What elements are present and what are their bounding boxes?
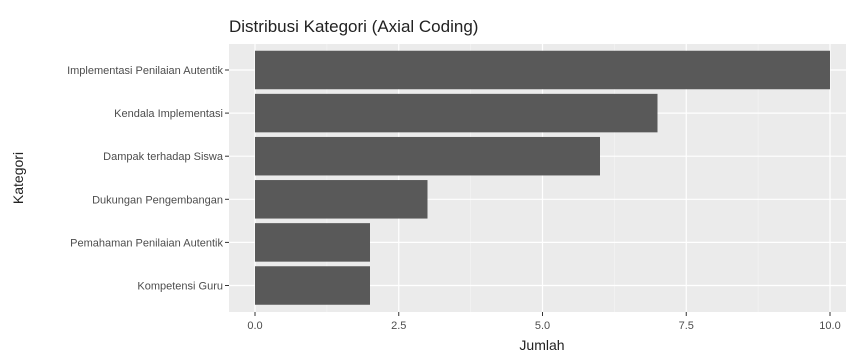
y-tick-label: Kendala Implementasi [114,108,223,120]
x-axis: 0.0 2.5 5.0 7.5 10.0 [247,312,841,332]
y-tick-label: Dukungan Pengembangan [92,194,223,206]
y-axis: Implementasi Penilaian Autentik Kendala I… [67,65,229,293]
bar [255,223,370,262]
y-tick-label: Pemahaman Penilaian Autentik [70,237,223,249]
bar [255,93,658,133]
x-tick-label: 7.5 [679,320,694,332]
x-axis-title: Jumlah [519,337,564,353]
x-tick-label: 10.0 [819,320,840,332]
y-tick-label: Implementasi Penilaian Autentik [67,65,223,77]
x-tick-label: 0.0 [247,320,262,332]
x-tick-label: 2.5 [391,320,406,332]
bar [255,180,428,219]
y-axis-title: Kategori [10,152,26,204]
y-tick-label: Kompetensi Guru [137,281,223,293]
bars [255,50,830,305]
bar [255,266,370,305]
bar [255,136,600,176]
x-tick-label: 5.0 [535,320,550,332]
chart-title: Distribusi Kategori (Axial Coding) [229,17,478,36]
y-tick-label: Dampak terhadap Siswa [103,151,224,163]
bar [255,50,830,90]
